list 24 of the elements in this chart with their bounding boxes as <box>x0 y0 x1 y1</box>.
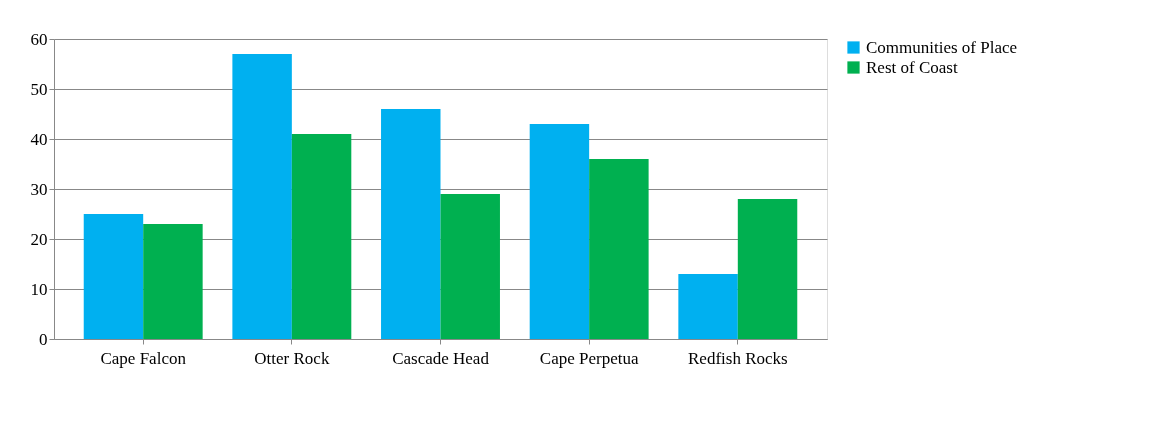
y-tick-label: 50 <box>30 79 48 99</box>
bar <box>440 194 500 339</box>
y-tick-label: 0 <box>39 329 48 349</box>
bar <box>381 109 441 339</box>
bar <box>589 159 649 339</box>
y-tick-label: 40 <box>30 129 48 149</box>
x-tick-label: Cascade Head <box>392 348 490 368</box>
y-tick-label: 60 <box>30 29 48 49</box>
y-tick-label: 30 <box>30 179 48 199</box>
bar <box>143 224 203 339</box>
y-tick-label: 20 <box>30 229 48 249</box>
x-tick-label: Redfish Rocks <box>687 348 788 368</box>
x-tick-label: Otter Rock <box>254 348 330 368</box>
x-tick-label: Cape Perpetua <box>539 348 639 368</box>
legend-label: Rest of Coast <box>866 57 958 77</box>
bar <box>291 134 352 339</box>
bar <box>678 274 738 339</box>
x-tick-label: Cape Falcon <box>100 348 187 368</box>
bar <box>83 214 144 339</box>
legend-label: Communities of Place <box>866 37 1018 57</box>
bar <box>529 124 590 339</box>
y-tick-label: 10 <box>30 279 48 299</box>
bar <box>737 199 798 339</box>
bar <box>232 54 292 339</box>
